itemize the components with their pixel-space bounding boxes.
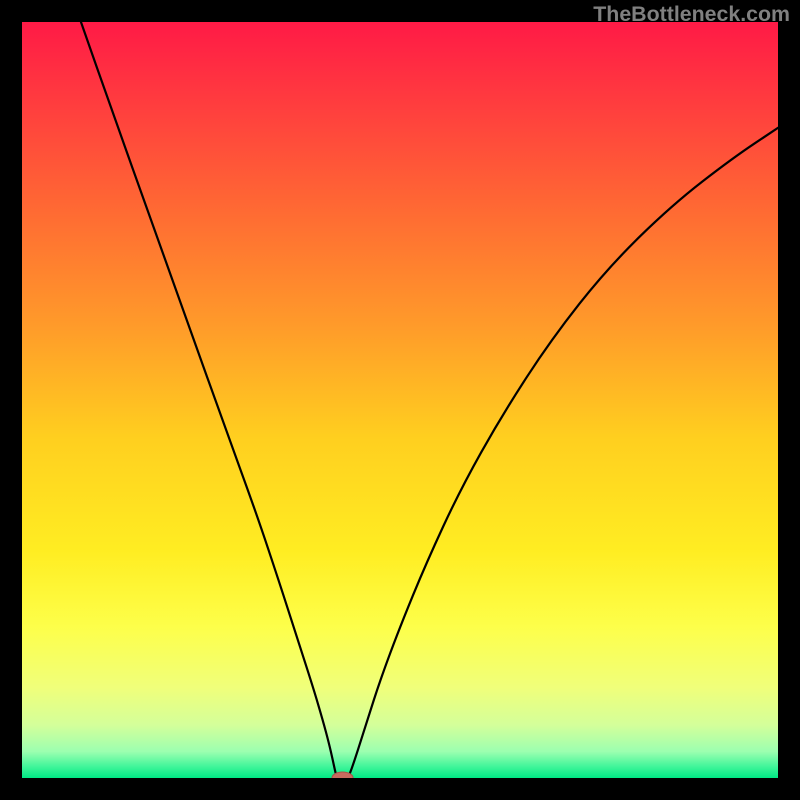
watermark-text: TheBottleneck.com	[593, 2, 790, 27]
canvas-root: TheBottleneck.com	[0, 0, 800, 800]
curve-right-branch	[349, 128, 778, 777]
curve-left-branch	[81, 22, 337, 776]
plot-area	[22, 22, 778, 778]
curve-layer	[22, 22, 778, 778]
